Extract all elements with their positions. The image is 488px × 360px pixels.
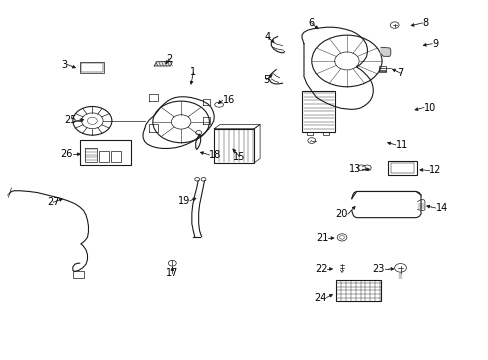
Bar [214, 129, 254, 163]
Text: 24: 24 [313, 293, 326, 303]
Text: 8: 8 [422, 18, 427, 28]
Bar [73, 271, 83, 278]
Bar [80, 140, 131, 165]
Text: 11: 11 [395, 140, 407, 150]
Text: 12: 12 [428, 165, 440, 175]
Bar [390, 163, 413, 173]
Bar [81, 63, 102, 72]
Bar [378, 66, 386, 72]
Polygon shape [154, 62, 172, 66]
Text: 22: 22 [314, 264, 327, 274]
Text: 23: 23 [372, 264, 384, 274]
Polygon shape [380, 47, 390, 56]
Bar [335, 280, 380, 301]
Text: 14: 14 [435, 203, 447, 213]
Text: 10: 10 [423, 103, 435, 113]
Text: 15: 15 [233, 152, 245, 162]
Bar [111, 151, 121, 162]
Bar [387, 161, 416, 175]
Text: 19: 19 [177, 196, 189, 206]
Text: 5: 5 [263, 75, 269, 85]
Text: 13: 13 [348, 164, 361, 174]
Bar [302, 91, 334, 132]
Text: 2: 2 [165, 54, 172, 64]
Bar [84, 148, 97, 162]
Text: 25: 25 [63, 115, 76, 125]
Bar [80, 62, 104, 73]
Text: 26: 26 [61, 149, 73, 159]
Text: 16: 16 [222, 95, 234, 105]
Text: 27: 27 [47, 197, 60, 207]
Text: 21: 21 [315, 233, 328, 243]
Bar [99, 151, 109, 162]
Text: 6: 6 [308, 18, 314, 28]
Text: 7: 7 [397, 68, 403, 78]
Text: 9: 9 [431, 39, 437, 49]
Text: 17: 17 [166, 267, 178, 278]
Text: 1: 1 [190, 67, 196, 77]
Text: 4: 4 [264, 32, 270, 42]
Text: 20: 20 [335, 209, 347, 219]
Text: 18: 18 [209, 150, 221, 160]
Text: 3: 3 [61, 59, 67, 69]
